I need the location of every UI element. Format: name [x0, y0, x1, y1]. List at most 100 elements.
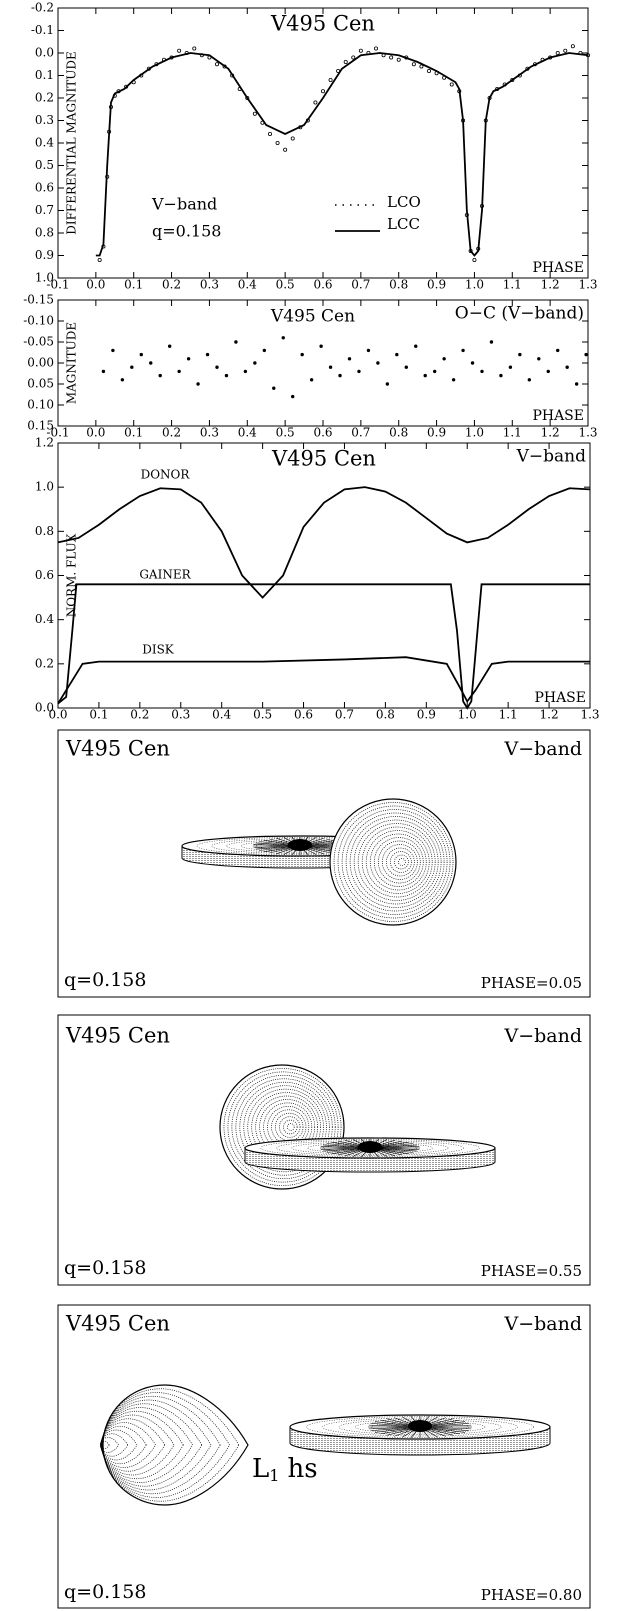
data-point [411, 62, 416, 67]
x-tick-label: 1.0 [465, 278, 484, 292]
panel-frame [57, 1304, 591, 1609]
x-tick-label: 0.0 [48, 708, 67, 722]
data-point [158, 373, 162, 378]
data-point [234, 340, 238, 344]
y-tick-label: -0.1 [31, 23, 54, 37]
x-tick-label: 0.2 [162, 426, 181, 440]
data-point [167, 344, 172, 348]
y-tick-label: 0.05 [27, 377, 54, 391]
star-ring [373, 837, 424, 887]
star-ring [275, 1112, 304, 1142]
y-tick-label: 0.2 [35, 91, 54, 105]
x-tick-label: 0.9 [417, 708, 436, 722]
star-ring [333, 802, 454, 922]
star-ring [259, 1099, 316, 1155]
annotation: q=0.158 [152, 222, 221, 241]
disk-ring [291, 1141, 449, 1155]
star-ring [101, 1410, 184, 1480]
data-point [328, 365, 333, 369]
star-ring [102, 1392, 230, 1498]
x-tick-label: 0.0 [86, 426, 105, 440]
y-tick-label: -0.10 [23, 314, 54, 328]
star-ring [100, 1429, 138, 1461]
data-point [139, 352, 143, 357]
data-point [563, 48, 568, 53]
model-line [57, 583, 590, 710]
data-point [423, 373, 427, 378]
data-point [518, 352, 522, 357]
data-point [546, 369, 550, 374]
y-tick-label: -0.05 [23, 335, 54, 349]
data-point [215, 365, 219, 369]
y-tick-label: 0.0 [35, 701, 54, 715]
star-ring [100, 1437, 119, 1453]
l1-label: L1 hs [252, 1454, 318, 1485]
star-ring [231, 1074, 336, 1180]
data-point [376, 361, 380, 365]
x-tick-label: 0.6 [313, 278, 332, 292]
x-tick-label: 0.1 [124, 278, 143, 292]
x-tick-label: 1.3 [578, 278, 597, 292]
model-line [57, 656, 590, 705]
x-tick-label: 0.5 [276, 278, 295, 292]
x-tick-label: 0.6 [313, 426, 332, 440]
star-ring [349, 816, 442, 908]
y-tick-label: -0.2 [31, 1, 54, 15]
x-tick-label: 0.8 [376, 708, 395, 722]
y-tick-label: 0.9 [35, 248, 54, 262]
data-point [396, 57, 401, 62]
diagram-title: V495 Cen [65, 737, 170, 761]
diagram-phase: PHASE=0.80 [481, 1586, 582, 1604]
y-tick-label: -0.15 [23, 293, 54, 307]
data-point [574, 382, 579, 386]
y-axis-label: MAGNITUDE [65, 322, 79, 404]
y-tick-label: 0.8 [35, 524, 54, 538]
plot-frame [57, 7, 589, 279]
y-tick-label: 0.4 [35, 612, 54, 626]
x-tick-label: 0.6 [294, 708, 313, 722]
x-tick-label: 0.7 [351, 426, 370, 440]
x-tick-label: 0.1 [124, 426, 143, 440]
data-point [442, 357, 446, 361]
star-ring [381, 844, 418, 880]
star-ring [100, 1425, 147, 1465]
star-ring [337, 805, 451, 919]
disk-center [358, 1141, 382, 1153]
l1-sub: 1 [269, 1466, 279, 1485]
data-point [205, 352, 210, 357]
star-ring [101, 1399, 212, 1491]
data-point [584, 352, 588, 357]
star-ring [219, 1064, 345, 1190]
x-tick-label: -0.1 [46, 426, 69, 440]
star-ring [329, 798, 457, 926]
star-ring [341, 809, 448, 915]
x-tick-label: 0.5 [276, 426, 295, 440]
star-ring [386, 847, 415, 877]
data-point [243, 369, 248, 374]
data-point [480, 369, 484, 374]
x-tick-label: 0.8 [389, 278, 408, 292]
y-tick-label: 0.1 [35, 68, 54, 82]
y-tick-label: 0.5 [35, 158, 54, 172]
star-ring [100, 1418, 166, 1472]
data-point [426, 69, 431, 74]
x-tick-label: 0.7 [335, 708, 354, 722]
star-ring [243, 1085, 327, 1169]
data-point [214, 62, 219, 67]
data-point [300, 352, 304, 357]
x-tick-label: 0.9 [427, 426, 446, 440]
data-point [366, 348, 371, 353]
x-tick-label: 1.0 [458, 708, 477, 722]
x-tick-label: 0.4 [238, 426, 257, 440]
x-tick-label: -0.1 [46, 278, 69, 292]
diagram-art [99, 798, 551, 1506]
data-point [404, 365, 408, 369]
diagram-panel: V495 Cen V−band q=0.158 PHASE=0.05 [57, 729, 591, 998]
star-ring [377, 840, 421, 884]
data-point [262, 348, 267, 353]
legend-label: LCO [387, 193, 421, 211]
data-point [328, 78, 333, 83]
model-line [57, 486, 591, 599]
